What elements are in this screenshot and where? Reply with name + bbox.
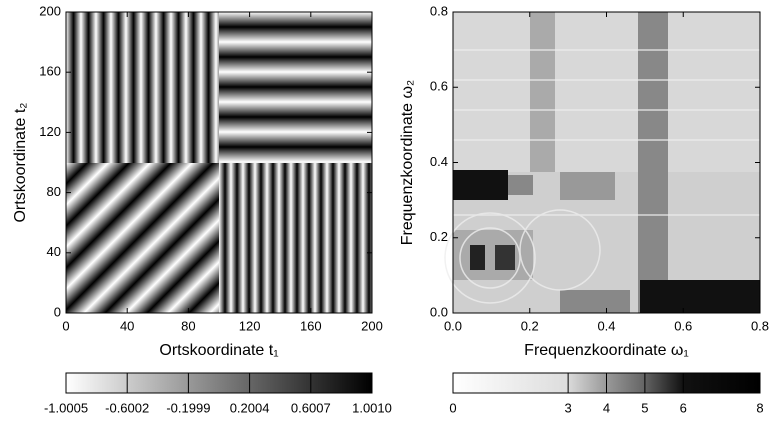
x-tick-label: 0.8: [751, 318, 769, 333]
y-tick-label: 0.8: [430, 3, 448, 18]
x-tick-label: 0: [62, 318, 69, 333]
y-tick-label: 40: [47, 244, 61, 259]
colorbar-tick-label: 5: [641, 400, 648, 415]
axes-frame: [65, 11, 373, 314]
colorbar-tick-label: 6: [680, 400, 687, 415]
colorbar-tick-label: 0.6007: [291, 400, 331, 415]
x-axis-label: Frequenzkoordinate ω₁: [524, 342, 689, 359]
colorbar-tick-label: -1.0005: [44, 400, 88, 415]
y-tick-label: 160: [39, 64, 61, 79]
y-tick-label: 0.4: [430, 154, 448, 169]
y-tick-label: 200: [39, 3, 61, 18]
x-tick-label: 0.6: [674, 318, 692, 333]
colorbar-tick-label: 1.0010: [352, 400, 392, 415]
colorbar-tick-label: 3: [565, 400, 572, 415]
colorbar-tick-label: 0: [449, 400, 456, 415]
x-tick-label: 160: [300, 318, 322, 333]
x-tick-label: 0.2: [521, 318, 539, 333]
y-tick-label: 120: [39, 124, 61, 139]
y-tick-label: 80: [47, 184, 61, 199]
image-left: [66, 12, 372, 313]
colorbar-tick-label: -0.6002: [105, 400, 149, 415]
x-tick-label: 0.0: [444, 318, 462, 333]
x-tick-label: 80: [181, 318, 195, 333]
y-tick-label: 0.2: [430, 229, 448, 244]
x-axis-label: Ortskoordinate t₁: [159, 342, 278, 359]
x-tick-label: 40: [120, 318, 134, 333]
colorbar-tick-label: 4: [603, 400, 610, 415]
image-right: [444, 12, 760, 313]
y-axis-label: Frequenzkoordinate ω₂: [399, 80, 416, 245]
colorbar-tick-label: 8: [756, 400, 763, 415]
colorbar: [65, 372, 373, 394]
colorbar-tick-label: 0.2004: [230, 400, 270, 415]
y-tick-label: 0.0: [430, 304, 448, 319]
y-tick-label: 0.6: [430, 79, 448, 94]
x-tick-label: 0.4: [597, 318, 615, 333]
colorbar-tick-label: -0.1999: [166, 400, 210, 415]
x-tick-label: 200: [361, 318, 383, 333]
y-tick-label: 0: [54, 304, 61, 319]
x-tick-label: 120: [239, 318, 261, 333]
y-axis-label: Ortskoordinate t₂: [12, 102, 29, 222]
